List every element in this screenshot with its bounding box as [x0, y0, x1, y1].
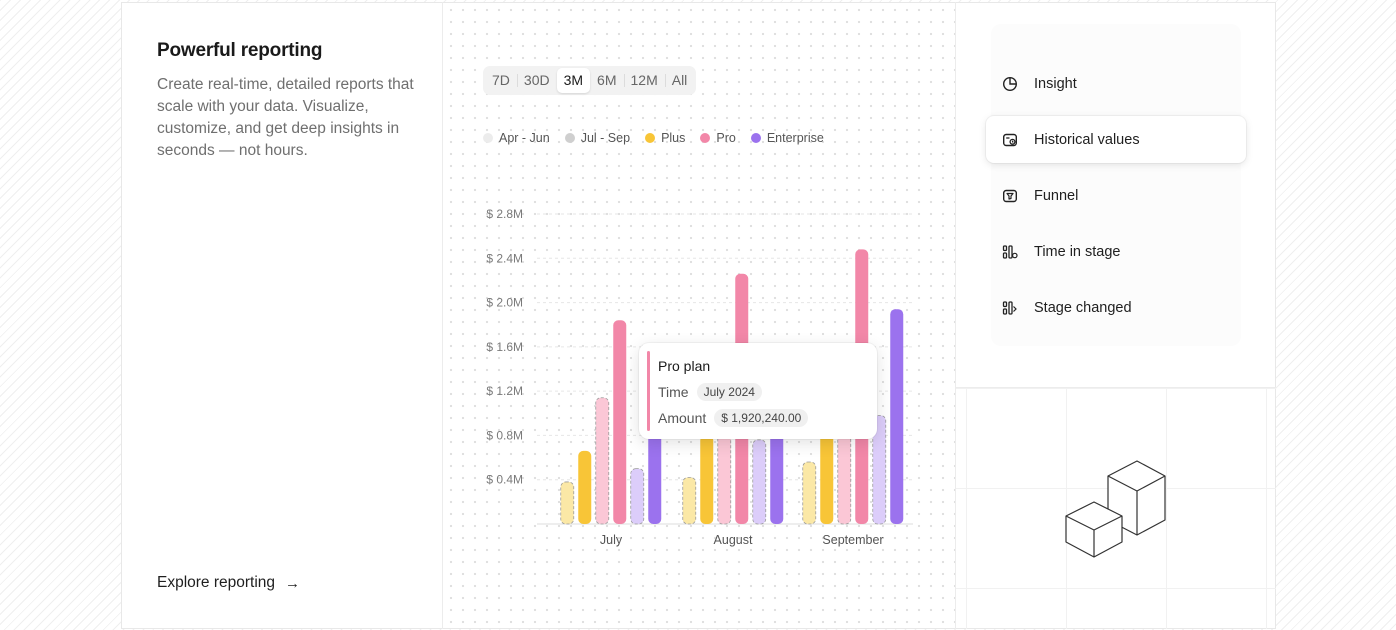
menu-item-stage-changed[interactable]: Stage changed: [986, 284, 1246, 331]
legend-item-jul-sep[interactable]: Jul - Sep: [564, 131, 631, 145]
tab-12m[interactable]: 12M: [623, 68, 665, 93]
menu-item-label: Historical values: [1034, 131, 1140, 148]
legend-label: Pro: [716, 131, 736, 145]
bar-chart: $ 0.4M $ 0.8M $ 1.2M $ 1.6M $ 2.0M $ 2.4M $ 2.…: [486, 207, 913, 547]
chart-panel: 7D 30D 3M 6M 12M All Apr - Jun Jul - Sep…: [443, 2, 956, 629]
cubes-icon: [1065, 460, 1166, 558]
explore-reporting-link[interactable]: Explore reporting →: [157, 574, 300, 592]
bar-plus-september: [802, 461, 817, 525]
bar-enterprise-july: [630, 468, 645, 525]
y-tick-label: $ 0.4M: [486, 473, 523, 487]
bar-plus-july: [560, 481, 575, 525]
tooltip-time-row: Time July 2024: [658, 383, 762, 401]
legend-item-pro[interactable]: Pro: [700, 131, 736, 145]
x-tick-label: July: [600, 533, 623, 547]
legend-swatch: [750, 133, 761, 143]
bar-plus-july: [578, 450, 592, 524]
legend-label: Jul - Sep: [580, 131, 631, 145]
section-title: Powerful reporting: [157, 40, 323, 61]
illustration-area: [956, 387, 1276, 629]
bar-enterprise-august: [752, 439, 767, 525]
legend-label: Apr - Jun: [499, 131, 550, 145]
tab-3m[interactable]: 3M: [556, 68, 591, 93]
legend-label: Enterprise: [766, 131, 824, 145]
time-in-stage-icon: [1002, 244, 1018, 259]
chart-tooltip: Pro plan Time July 2024 Amount $ 1,920,2…: [639, 343, 877, 439]
range-tabs: 7D 30D 3M 6M 12M All: [483, 66, 697, 95]
tooltip-time-label: Time: [658, 384, 689, 400]
tooltip-amount-row: Amount $ 1,920,240.00: [658, 409, 809, 427]
bar-plus-august: [682, 477, 697, 525]
bar-pro-july: [595, 397, 610, 525]
chart-legend: Apr - Jun Jul - Sep Plus Pro Enterprise: [483, 131, 824, 145]
menu-item-label: Insight: [1034, 75, 1077, 92]
tooltip-amount-label: Amount: [658, 410, 707, 426]
legend-swatch: [564, 133, 575, 143]
menu-item-insight[interactable]: Insight: [986, 60, 1246, 107]
arrow-right-icon: →: [285, 574, 301, 592]
legend-swatch: [483, 133, 493, 143]
bar-pro-august: [717, 430, 732, 525]
stage-changed-icon: [1002, 300, 1017, 315]
report-types-panel: Insight Historical values Funnel Time in…: [956, 2, 1276, 629]
legend-item-apr-jun[interactable]: Apr - Jun: [483, 131, 550, 145]
report-types-menu: [991, 24, 1241, 346]
menu-item-historical-values[interactable]: Historical values: [986, 116, 1246, 163]
y-tick-label: $ 2.0M: [486, 296, 523, 310]
tooltip-title: Pro plan: [658, 358, 711, 374]
section-description: Create real-time, detailed reports that …: [157, 76, 414, 159]
pie-chart-icon: [1002, 76, 1018, 91]
tab-7d[interactable]: 7D: [492, 72, 510, 88]
legend-swatch: [645, 133, 656, 143]
bar-plus-september: [820, 424, 834, 524]
explore-reporting-label: Explore reporting: [157, 574, 276, 591]
menu-item-label: Stage changed: [1034, 299, 1132, 316]
y-tick-label: $ 2.8M: [486, 207, 523, 221]
y-tick-label: $ 1.2M: [486, 384, 523, 398]
y-tick-label: $ 0.8M: [486, 428, 523, 442]
bar-enterprise-august: [770, 431, 784, 524]
tooltip-accent: [647, 351, 650, 431]
x-tick-label: August: [714, 533, 753, 547]
menu-item-label: Time in stage: [1034, 243, 1121, 260]
tab-30d[interactable]: 30D: [516, 68, 557, 93]
y-tick-label: $ 2.4M: [486, 251, 523, 265]
tab-6m[interactable]: 6M: [597, 72, 617, 88]
description-panel: Powerful reporting Create real-time, det…: [121, 2, 443, 629]
bar-plus-august: [700, 435, 714, 524]
x-tick-label: September: [822, 533, 883, 547]
funnel-icon: [1003, 189, 1018, 202]
tooltip-time-value: July 2024: [696, 383, 762, 401]
legend-item-plus[interactable]: Plus: [645, 131, 685, 145]
history-chart-icon: [1003, 133, 1018, 146]
legend-item-enterprise[interactable]: Enterprise: [750, 131, 824, 145]
menu-item-label: Funnel: [1034, 187, 1079, 204]
tab-all[interactable]: All: [664, 68, 695, 93]
legend-label: Plus: [661, 131, 686, 145]
tooltip-amount-value: $ 1,920,240.00: [714, 409, 809, 427]
legend-swatch: [700, 133, 711, 143]
bar-pro-july: [613, 320, 627, 524]
menu-item-time-in-stage[interactable]: Time in stage: [986, 228, 1246, 275]
bar-enterprise-september: [872, 415, 887, 525]
menu-item-funnel[interactable]: Funnel: [986, 172, 1246, 219]
y-tick-label: $ 1.6M: [486, 340, 523, 354]
bar-enterprise-september: [890, 309, 904, 524]
bar-enterprise-july: [648, 424, 662, 524]
